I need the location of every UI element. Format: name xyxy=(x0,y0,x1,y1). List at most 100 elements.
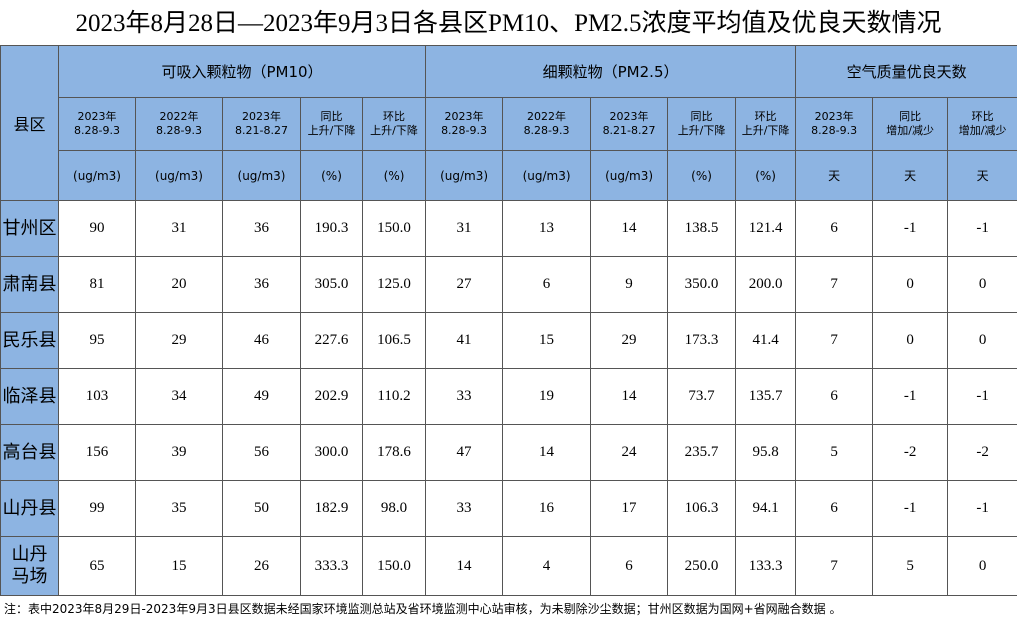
data-cell: 0 xyxy=(872,256,949,313)
data-cell: 156 xyxy=(58,424,136,481)
sub-label-line: 8.28-9.3 xyxy=(811,124,858,137)
unit-label: 天 xyxy=(904,169,917,183)
data-cell: 81 xyxy=(58,256,136,313)
cell-value: 14 xyxy=(539,444,555,460)
cell-value: 150.0 xyxy=(377,220,411,236)
data-cell: 0 xyxy=(872,312,949,369)
cell-value: 6 xyxy=(830,220,838,236)
data-cell: 17 xyxy=(590,480,669,537)
sub-label-line: 8.28-9.3 xyxy=(156,124,202,137)
county-name: 甘州区 xyxy=(2,217,57,239)
sub-label-line: 8.28-9.3 xyxy=(74,124,120,137)
cell-value: 81 xyxy=(89,276,105,292)
data-cell: 27 xyxy=(425,256,504,313)
cell-value: 33 xyxy=(456,500,472,516)
unit-header: (%) xyxy=(361,150,427,201)
data-cell: 36 xyxy=(222,256,301,313)
sub-label-line: 2023年 xyxy=(444,110,484,123)
cell-value: 106.3 xyxy=(684,500,719,516)
cell-value: 0 xyxy=(906,332,914,348)
county-name: 山丹县 xyxy=(2,497,57,519)
data-cell: 9 xyxy=(590,256,669,313)
data-cell: -1 xyxy=(947,480,1017,537)
county-cell: 民乐县 xyxy=(0,312,59,369)
county-cell: 山丹县 xyxy=(0,480,59,537)
cell-value: -1 xyxy=(976,220,989,236)
sub-label-line: 8.28-9.3 xyxy=(523,124,570,137)
cell-value: 20 xyxy=(171,276,187,292)
sub-label-line: 2022年 xyxy=(159,110,199,123)
cell-value: 6 xyxy=(830,500,838,516)
unit-header: 天 xyxy=(795,150,874,201)
data-cell: 6 xyxy=(795,368,874,425)
cell-value: 35 xyxy=(171,500,187,516)
data-cell: 56 xyxy=(222,424,301,481)
cell-value: 7 xyxy=(830,557,838,574)
sub-label-line: 同比 xyxy=(320,110,343,123)
cell-value: 31 xyxy=(171,220,187,236)
data-cell: 31 xyxy=(135,200,223,257)
data-cell: 106.3 xyxy=(667,480,737,537)
data-cell: 150.0 xyxy=(361,200,427,257)
data-cell: -1 xyxy=(872,480,949,537)
group-header: 空气质量优良天数 xyxy=(795,45,1017,98)
data-cell: 46 xyxy=(222,312,301,369)
cell-value: 6 xyxy=(830,388,838,404)
cell-value: 190.3 xyxy=(314,220,349,236)
data-cell: 13 xyxy=(502,200,592,257)
sub-label-line: 同比 xyxy=(899,110,922,123)
group-header: 细颗粒物（PM2.5） xyxy=(425,45,797,98)
data-cell: 29 xyxy=(135,312,223,369)
unit-header: (%) xyxy=(300,150,363,201)
cell-value: 73.7 xyxy=(688,388,715,404)
data-cell: 202.9 xyxy=(300,368,363,425)
cell-value: 36 xyxy=(254,276,269,292)
data-cell: 73.7 xyxy=(667,368,737,425)
data-cell: 133.3 xyxy=(735,536,797,596)
unit-label: (ug/m3) xyxy=(73,168,121,183)
cell-value: 0 xyxy=(978,332,987,348)
data-cell: 16 xyxy=(502,480,592,537)
group-label: 可吸入颗粒物（PM10） xyxy=(161,63,323,81)
unit-header: (ug/m3) xyxy=(222,150,301,201)
cell-value: 39 xyxy=(171,444,187,460)
cell-value: 173.3 xyxy=(684,332,719,348)
footnote: 注：表中2023年8月29日-2023年9月3日县区数据未经国家环境监测总站及省… xyxy=(4,602,842,616)
county-cell: 肃南县 xyxy=(0,256,59,313)
cell-value: -1 xyxy=(903,220,917,236)
sub-label-line: 环比 xyxy=(383,110,406,123)
cell-value: 133.3 xyxy=(748,557,783,574)
data-cell: 14 xyxy=(425,536,504,596)
cell-value: 65 xyxy=(89,557,105,574)
cell-value: 6 xyxy=(542,276,551,292)
sub-label-line: 2023年 xyxy=(77,110,117,123)
cell-value: 24 xyxy=(621,444,637,460)
cell-value: 4 xyxy=(542,557,551,574)
cell-value: 250.0 xyxy=(684,557,719,574)
data-cell: 31 xyxy=(425,200,504,257)
sub-label-line: 上升/下降 xyxy=(741,124,790,137)
data-cell: 227.6 xyxy=(300,312,363,369)
cell-value: 46 xyxy=(254,332,269,348)
cell-value: 138.5 xyxy=(684,220,719,236)
data-cell: 26 xyxy=(222,536,301,596)
cell-value: 103 xyxy=(85,388,109,404)
sub-label-line: 8.21-8.27 xyxy=(235,124,288,137)
cell-value: 7 xyxy=(830,276,838,292)
group-header: 可吸入颗粒物（PM10） xyxy=(57,45,427,98)
sub-header: 2023年 8.28-9.3 xyxy=(425,97,504,151)
data-cell: 95.8 xyxy=(735,424,797,481)
data-cell: -1 xyxy=(872,200,949,257)
data-cell: 20 xyxy=(135,256,223,313)
data-cell: 121.4 xyxy=(735,200,797,257)
data-cell: 14 xyxy=(502,424,592,481)
cell-value: 36 xyxy=(254,220,269,236)
cell-value: -2 xyxy=(903,444,917,460)
data-cell: 300.0 xyxy=(300,424,363,481)
unit-label: (ug/m3) xyxy=(605,168,654,183)
data-cell: 305.0 xyxy=(300,256,363,313)
data-cell: 50 xyxy=(222,480,301,537)
data-cell: 235.7 xyxy=(667,424,737,481)
data-cell: 150.0 xyxy=(361,536,427,596)
